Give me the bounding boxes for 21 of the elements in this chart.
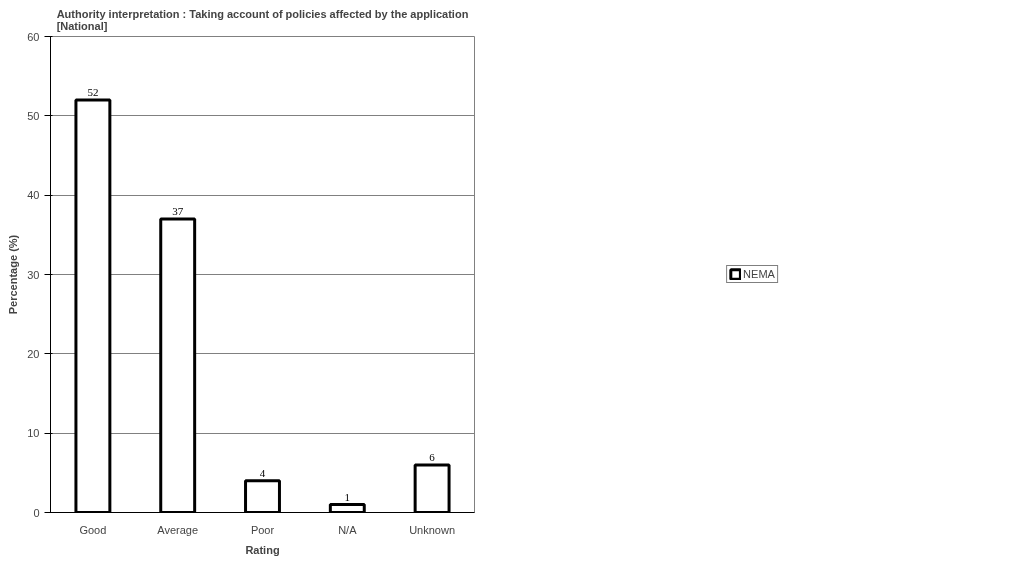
x-tick-label: Good [79,523,107,536]
y-axis-title: Percentage (%) [7,234,20,315]
data-label: 4 [259,466,266,479]
y-tick-label: 60 [27,30,40,43]
data-label: 6 [429,450,436,463]
chart-title: Authority interpretation : Taking account of policies affected by the application [National] [56,7,469,32]
x-tick-label: N/A [338,523,358,536]
legend-label: NEMA [743,268,775,280]
y-tick-label: 50 [27,109,40,122]
y-tick-label: 10 [27,427,40,440]
x-axis-title: Rating [245,543,280,556]
y-tick-label: 20 [27,347,40,360]
data-label: 37 [172,204,184,217]
x-tick-label: Unknown [409,523,456,536]
y-tick-label: 0 [33,506,40,519]
y-tick-label: 30 [27,268,40,281]
y-tick-label: 40 [27,189,40,202]
x-tick-label: Poor [250,523,275,536]
data-label: 1 [344,490,351,503]
x-tick-label: Average [157,523,199,536]
data-label: 52 [87,85,99,98]
